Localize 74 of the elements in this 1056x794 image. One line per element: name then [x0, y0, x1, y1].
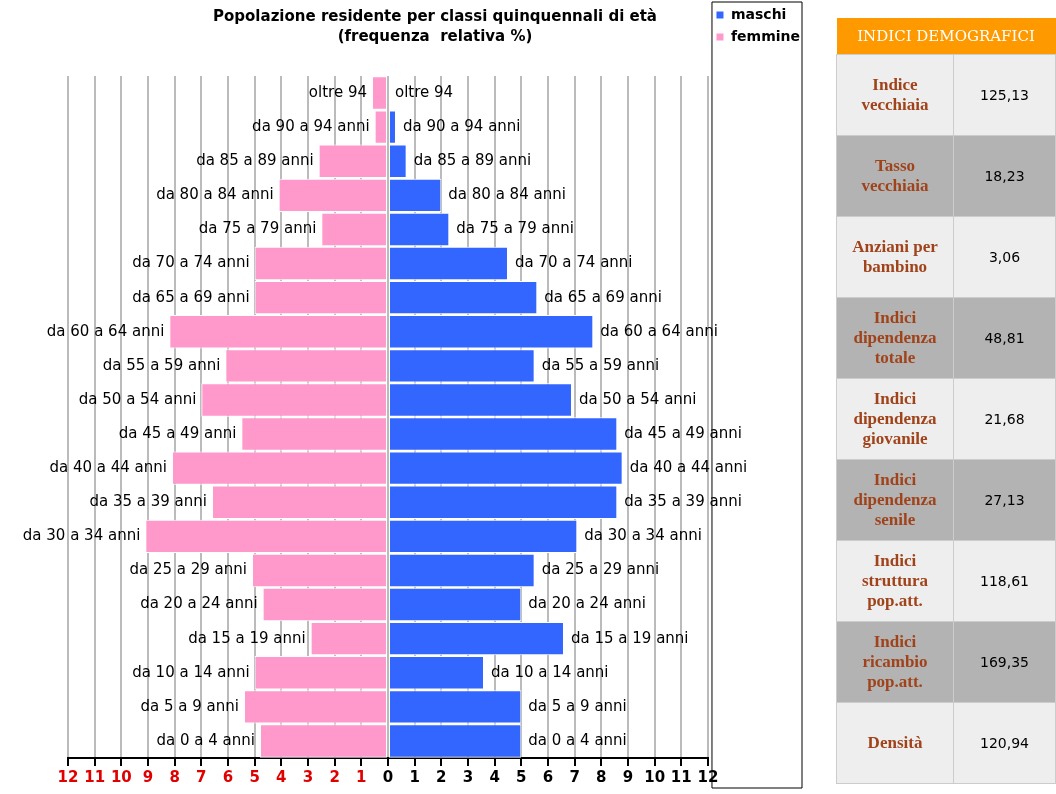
- category-label: da 25 a 29 anni: [541, 560, 660, 579]
- category-label: da 50 a 54 anni: [78, 389, 197, 408]
- y-tick-label: da 5 a 9 anni: [140, 696, 239, 715]
- x-tick-label: 7: [196, 767, 207, 786]
- y-tick-label: da 50 a 54 anni: [578, 389, 697, 408]
- y-tick-label: da 25 a 29 anni: [129, 560, 247, 579]
- x-tick-label: 10: [644, 767, 666, 786]
- category-label: da 15 a 19 anni: [188, 628, 306, 647]
- x-tick-label: 5: [516, 767, 527, 786]
- text: 27,13: [953, 459, 1056, 541]
- text: Indici ricambio pop.att.: [836, 621, 954, 703]
- x-tick-label: 11: [84, 767, 106, 786]
- y-tick-label: da 90 a 94 anni: [402, 117, 521, 136]
- category-label: da 35 a 39 anni: [89, 492, 207, 511]
- legend-label: maschi: [730, 5, 787, 22]
- text: Indici dipendenza senile: [836, 459, 954, 541]
- x-tick-label: 10: [110, 767, 132, 786]
- text: Anziani per bambino: [836, 216, 954, 298]
- text: INDICI DEMOGRAFICI: [836, 18, 1056, 55]
- legend-label: femmine: [730, 27, 801, 44]
- y-tick-label: da 10 a 14 anni: [132, 662, 250, 681]
- x-tick-label: 12: [57, 767, 79, 786]
- text: 118,61: [953, 540, 1056, 622]
- x-tick-label: 1: [409, 767, 420, 786]
- category-label: da 60 a 64 anni: [46, 321, 165, 340]
- category-label: oltre 94: [308, 82, 367, 101]
- x-tick-label: 4: [276, 767, 287, 786]
- category-label: da 40 a 44 anni: [49, 458, 167, 477]
- x-tick-label: 8: [169, 767, 180, 786]
- x-tick-label: 6: [222, 767, 234, 786]
- x-tick-label: 2: [329, 767, 340, 786]
- text: 125,13: [953, 54, 1056, 136]
- text: 21,68: [953, 378, 1056, 460]
- y-tick-label: da 45 a 49 anni: [624, 423, 742, 442]
- x-tick-label: 12: [697, 767, 719, 786]
- text: 120,94: [953, 702, 1056, 784]
- text: 3,06: [953, 216, 1056, 298]
- x-tick-label: 3: [302, 767, 314, 786]
- text: 169,35: [953, 621, 1056, 703]
- y-tick-label: da 40 a 44 anni: [629, 458, 748, 477]
- x-tick-label: 3: [462, 767, 474, 786]
- category-label: da 10 a 14 anni: [490, 662, 609, 681]
- category-label: da 55 a 59 anni: [102, 355, 221, 374]
- x-tick-label: 8: [596, 767, 607, 786]
- x-tick-label: 2: [436, 767, 447, 786]
- category-label: da 70 a 74 anni: [514, 253, 633, 272]
- category-label: da 90 a 94 anni: [252, 117, 370, 136]
- x-tick-label: 1: [356, 767, 367, 786]
- x-tick-label: 11: [670, 767, 692, 786]
- x-tick-label: 6: [542, 767, 554, 786]
- chart-title: Popolazione residente per classi quinquennali di età: [213, 6, 657, 25]
- x-tick-label: 9: [142, 767, 154, 786]
- text: Densità: [836, 702, 954, 784]
- text: Indice vecchiaia: [836, 54, 954, 136]
- x-tick-label: 0: [382, 767, 394, 786]
- x-tick-label: 9: [622, 767, 634, 786]
- y-tick-label: da 70 a 74 anni: [132, 253, 250, 272]
- text: Tasso vecchiaia: [836, 135, 954, 217]
- text: 48,81: [953, 297, 1056, 379]
- x-tick-label: 5: [249, 767, 260, 786]
- text: 18,23: [953, 135, 1056, 217]
- category-label: da 85 a 89 anni: [196, 151, 314, 170]
- category-label: da 80 a 84 anni: [156, 185, 274, 204]
- x-tick-label: 7: [569, 767, 580, 786]
- text: Indici struttura pop.att.: [836, 540, 954, 622]
- category-label: da 65 a 69 anni: [544, 287, 662, 306]
- x-tick-label: 4: [489, 767, 500, 786]
- y-tick-label: da 65 a 69 anni: [132, 287, 250, 306]
- y-tick-label: da 35 a 39 anni: [624, 492, 742, 511]
- text: Indici dipendenza totale: [836, 297, 954, 379]
- category-label: da 75 a 79 anni: [198, 219, 317, 238]
- text: Indici dipendenza giovanile: [836, 378, 954, 460]
- chart-subtitle: (frequenza relativa %): [337, 26, 533, 45]
- category-label: da 30 a 34 anni: [22, 526, 141, 545]
